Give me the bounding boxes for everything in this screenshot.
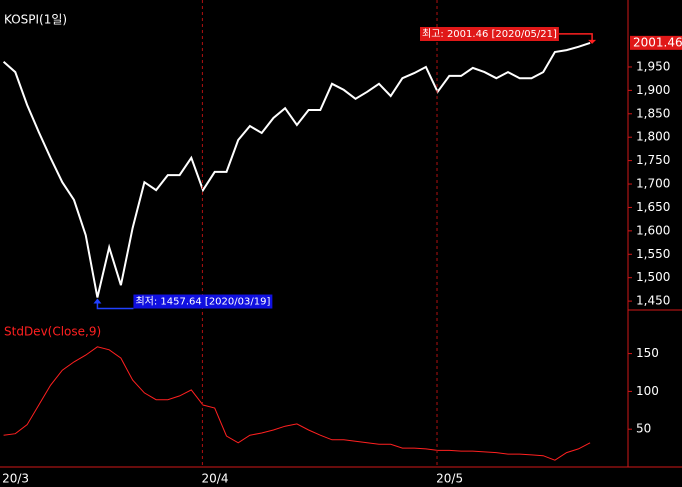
low-annotation-box [133,294,273,309]
x-tick-label: 20/4 [202,472,229,486]
y-tick-label: 1,900 [636,83,670,97]
current-value-box [630,35,682,50]
y-tick-label: 100 [636,384,659,398]
series-line [2,41,591,298]
chart-title: KOSPI(1일) [4,13,67,27]
low-annotation: 최저: 1457.64 [2020/03/19] [135,296,270,308]
low-arrow-head [93,298,102,304]
y-tick-label: 1,450 [636,294,670,308]
high-arrow [558,33,593,41]
indicator-title: StdDev(Close,9) [4,325,101,339]
y-tick-label: 1,600 [636,223,670,237]
y-tick-label: 1,850 [636,106,670,120]
x-tick-label: 20/3 [2,472,29,486]
high-annotation: 최고: 2001.46 [2020/05/21] [422,28,557,40]
y-tick-label: 1,700 [636,177,670,191]
y-tick-label: 1,500 [636,270,670,284]
series-line [3,346,591,461]
x-tick-label: 20/5 [436,472,463,486]
y-tick-label: 150 [636,346,659,360]
y-tick-label: 1,650 [636,200,670,214]
y-tick-label: 1,950 [636,59,670,73]
current-value-label: 2001.46 [633,35,682,49]
high-arrow-head [588,39,597,44]
high-annotation-box [420,27,559,41]
y-tick-label: 1,550 [636,247,670,261]
y-tick-label: 1,800 [636,130,670,144]
y-tick-label: 50 [636,422,651,436]
y-tick-label: 1,750 [636,153,670,167]
